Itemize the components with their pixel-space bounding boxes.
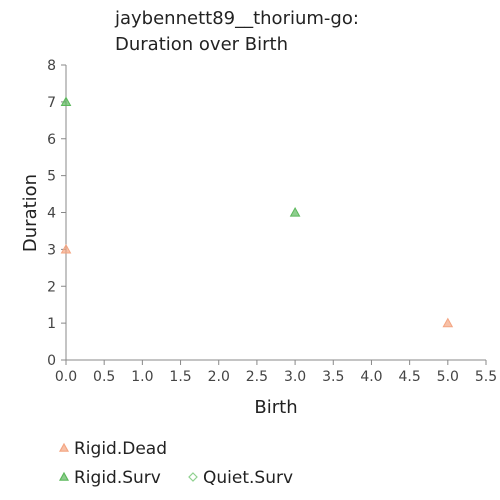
y-tick-label: 5 bbox=[47, 169, 56, 185]
x-tick-label: 0.0 bbox=[55, 369, 77, 385]
legend-marker-rigid-surv bbox=[58, 471, 70, 481]
legend: Rigid.Dead Rigid.Surv Quiet.Surv bbox=[58, 439, 293, 488]
chart-title-line-2: Duration over Birth bbox=[115, 34, 288, 55]
legend-marker-quiet-surv bbox=[188, 472, 198, 482]
y-tick-label: 1 bbox=[47, 316, 56, 332]
legend-label-quiet-surv: Quiet.Surv bbox=[203, 468, 293, 488]
data-point-rigid-dead bbox=[442, 317, 454, 328]
tick-labels: 0.0 0.5 1.0 1.5 2.0 2.5 3.0 3.5 4.0 4.5 5.0 5.5 0 1 2 3… bbox=[47, 58, 497, 385]
x-tick-label: 5.5 bbox=[475, 369, 497, 385]
x-tick-label: 0.5 bbox=[93, 369, 115, 385]
x-tick-label: 2.5 bbox=[246, 369, 268, 385]
data-point-rigid-dead bbox=[60, 243, 72, 254]
y-tick-label: 2 bbox=[47, 279, 56, 295]
legend-item-rigid-dead[interactable]: Rigid.Dead bbox=[58, 439, 167, 459]
data-point-rigid-surv bbox=[60, 96, 72, 106]
y-tick-label: 4 bbox=[47, 206, 56, 222]
x-tick-label: 2.0 bbox=[208, 369, 230, 385]
legend-item-rigid-surv[interactable]: Rigid.Surv bbox=[58, 468, 161, 488]
legend-marker-rigid-dead bbox=[58, 442, 70, 452]
x-tick-label: 4.0 bbox=[360, 369, 382, 385]
axes bbox=[61, 64, 487, 365]
x-tick-label: 3.0 bbox=[284, 369, 306, 385]
y-tick-label: 7 bbox=[47, 95, 56, 111]
chart-title: jaybennett89__thorium-go: Duration over … bbox=[114, 8, 359, 55]
y-tick-label: 0 bbox=[47, 353, 56, 369]
y-tick-label: 6 bbox=[47, 132, 56, 148]
x-tick-label: 5.0 bbox=[437, 369, 459, 385]
x-tick-label: 1.0 bbox=[131, 369, 153, 385]
legend-label-rigid-dead: Rigid.Dead bbox=[74, 439, 167, 459]
y-tick-label: 3 bbox=[47, 242, 56, 258]
x-tick-label: 3.5 bbox=[322, 369, 344, 385]
y-tick-label: 8 bbox=[47, 58, 56, 74]
x-axis-label: Birth bbox=[254, 397, 297, 418]
data-points bbox=[60, 96, 454, 328]
chart-title-line-1: jaybennett89__thorium-go: bbox=[114, 8, 359, 29]
x-tick-label: 4.5 bbox=[399, 369, 421, 385]
legend-label-rigid-surv: Rigid.Surv bbox=[74, 468, 161, 488]
y-axis-label: Duration bbox=[20, 174, 41, 252]
data-point-rigid-surv bbox=[289, 206, 301, 217]
legend-item-quiet-surv[interactable]: Quiet.Surv bbox=[188, 468, 293, 488]
x-tick-label: 1.5 bbox=[169, 369, 191, 385]
